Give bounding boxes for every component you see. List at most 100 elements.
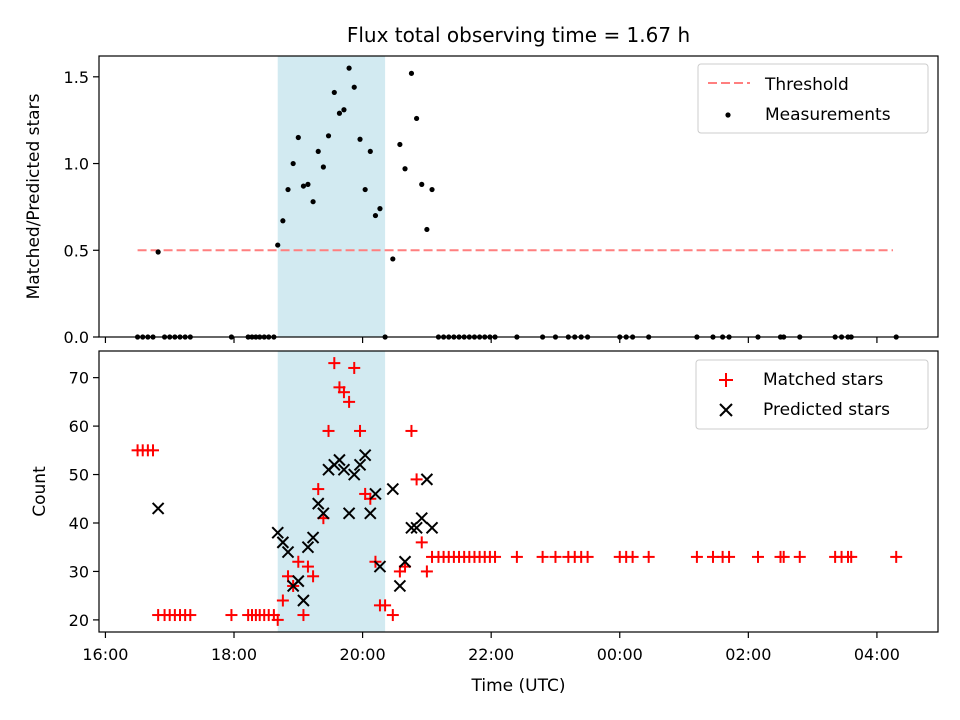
- x-tick-label: 16:00: [82, 645, 128, 664]
- bottom-x-ticks: 16:00 18:00 20:00 22:00 00:00 02:00 04:00: [82, 632, 900, 664]
- matched-star-marker: [348, 361, 361, 374]
- measurement-point: [424, 226, 430, 233]
- matched-star-marker: [354, 424, 367, 437]
- measurement-point: [336, 110, 343, 116]
- matched-star-marker: [337, 386, 350, 399]
- top-legend-box: [697, 63, 929, 134]
- measurement-point: [341, 107, 347, 113]
- matched-star-marker: [890, 550, 903, 563]
- matched-star-marker: [292, 555, 305, 568]
- top-y-axis-label: Matched/Predicted stars: [24, 93, 44, 299]
- predicted-star-marker: [151, 502, 165, 515]
- measurement-point: [351, 84, 357, 90]
- top-x-ticks: [104, 337, 878, 343]
- legend-predicted-swatch: [719, 403, 733, 417]
- y-tick-label: 1.0: [64, 155, 89, 174]
- matched-star-marker: [420, 565, 433, 578]
- top-axes-frame: [98, 55, 939, 338]
- predicted-star-marker: [337, 463, 351, 476]
- bottom-legend: Matched stars Predicted stars: [695, 359, 929, 430]
- predicted-star-marker: [281, 545, 295, 559]
- y-tick-label: 40: [69, 514, 89, 533]
- matched-star-marker: [405, 424, 418, 437]
- y-tick-label: 60: [69, 417, 89, 436]
- predicted-star-marker: [386, 482, 400, 496]
- x-tick-label: 04:00: [854, 645, 900, 664]
- measurement-point: [305, 181, 311, 187]
- x-tick-label: 18:00: [211, 645, 257, 664]
- predicted-star-marker: [353, 458, 367, 472]
- predicted-star-marker: [369, 487, 382, 501]
- legend-matched-swatch: [719, 373, 733, 387]
- measurement-point: [325, 133, 332, 139]
- legend-measurements-swatch: [725, 112, 731, 118]
- x-tick-label: 00:00: [597, 645, 643, 664]
- predicted-star-marker: [410, 521, 423, 535]
- predicted-star-marker: [301, 541, 315, 554]
- matched-star-marker: [415, 536, 428, 549]
- predicted-star-marker: [348, 468, 361, 481]
- y-tick-label: 20: [69, 611, 89, 630]
- matched-star-marker: [276, 594, 289, 607]
- bottom-axes-frame: [98, 350, 939, 633]
- matched-star-marker: [301, 560, 314, 573]
- measurement-point: [413, 115, 420, 122]
- predicted-star-marker: [364, 507, 377, 520]
- matched-star-marker: [225, 609, 238, 622]
- top-legend: Threshold Measurements: [697, 63, 929, 134]
- y-tick-label: 70: [69, 369, 89, 388]
- predicted-star-marker: [415, 511, 428, 525]
- predicted-star-marker: [425, 521, 439, 535]
- measurement-point: [390, 256, 396, 262]
- predicted-star-marker: [271, 526, 284, 539]
- matched-star-marker: [328, 357, 341, 370]
- measurement-point: [300, 183, 307, 189]
- predicted-star-marker: [297, 594, 310, 607]
- predicted-star-marker: [333, 453, 346, 467]
- predicted-star-marker: [358, 448, 372, 462]
- matched-star-marker: [297, 609, 310, 622]
- y-tick-label: 0.0: [64, 328, 89, 347]
- measurement-point: [285, 186, 291, 193]
- bottom-y-ticks: 20 30 40 50 60 70: [69, 369, 99, 630]
- measurement-point: [280, 218, 286, 224]
- matched-star-marker: [271, 613, 284, 626]
- predicted-stars-points: [151, 448, 439, 607]
- matched-star-marker: [793, 550, 806, 563]
- matched-star-marker: [642, 550, 655, 563]
- matched-star-marker: [690, 550, 703, 563]
- matched-star-marker: [626, 550, 639, 563]
- top-y-ticks: 0.0 0.5 1.0 1.5: [64, 68, 99, 347]
- predicted-star-marker: [393, 579, 407, 593]
- matched-star-marker: [322, 424, 335, 437]
- predicted-star-marker: [306, 531, 320, 544]
- y-tick-label: 30: [69, 562, 89, 581]
- y-tick-label: 0.5: [64, 241, 89, 260]
- measurement-point: [362, 186, 368, 193]
- legend-measurements-label: Measurements: [765, 105, 891, 125]
- predicted-star-marker: [373, 560, 387, 573]
- x-tick-label: 22:00: [468, 645, 514, 664]
- measurement-point: [419, 181, 425, 187]
- bottom-y-axis-label: Count: [30, 466, 50, 517]
- bottom-legend-box: [695, 359, 929, 430]
- measurement-point: [275, 242, 281, 248]
- matched-star-marker: [386, 609, 399, 622]
- measurement-point: [357, 136, 363, 142]
- predicted-star-marker: [398, 555, 412, 568]
- measurement-point: [320, 164, 326, 170]
- matched-star-marker: [510, 550, 523, 563]
- legend-matched-label: Matched stars: [763, 370, 883, 390]
- predicted-star-marker: [317, 507, 330, 520]
- legend-threshold-label: Threshold: [764, 75, 849, 95]
- bottom-panel: 20 30 40 50 60 70 16:00 18:00 20:00 22:00 00:00 02…: [30, 350, 939, 696]
- top-shaded-span: [277, 56, 386, 337]
- bottom-x-axis-label: Time (UTC): [471, 676, 566, 696]
- measurement-point: [372, 212, 379, 219]
- measurement-point: [315, 148, 321, 155]
- matched-star-marker: [751, 550, 764, 563]
- matched-star-marker: [343, 395, 356, 408]
- matched-star-marker: [723, 550, 736, 563]
- y-tick-label: 1.5: [64, 68, 89, 87]
